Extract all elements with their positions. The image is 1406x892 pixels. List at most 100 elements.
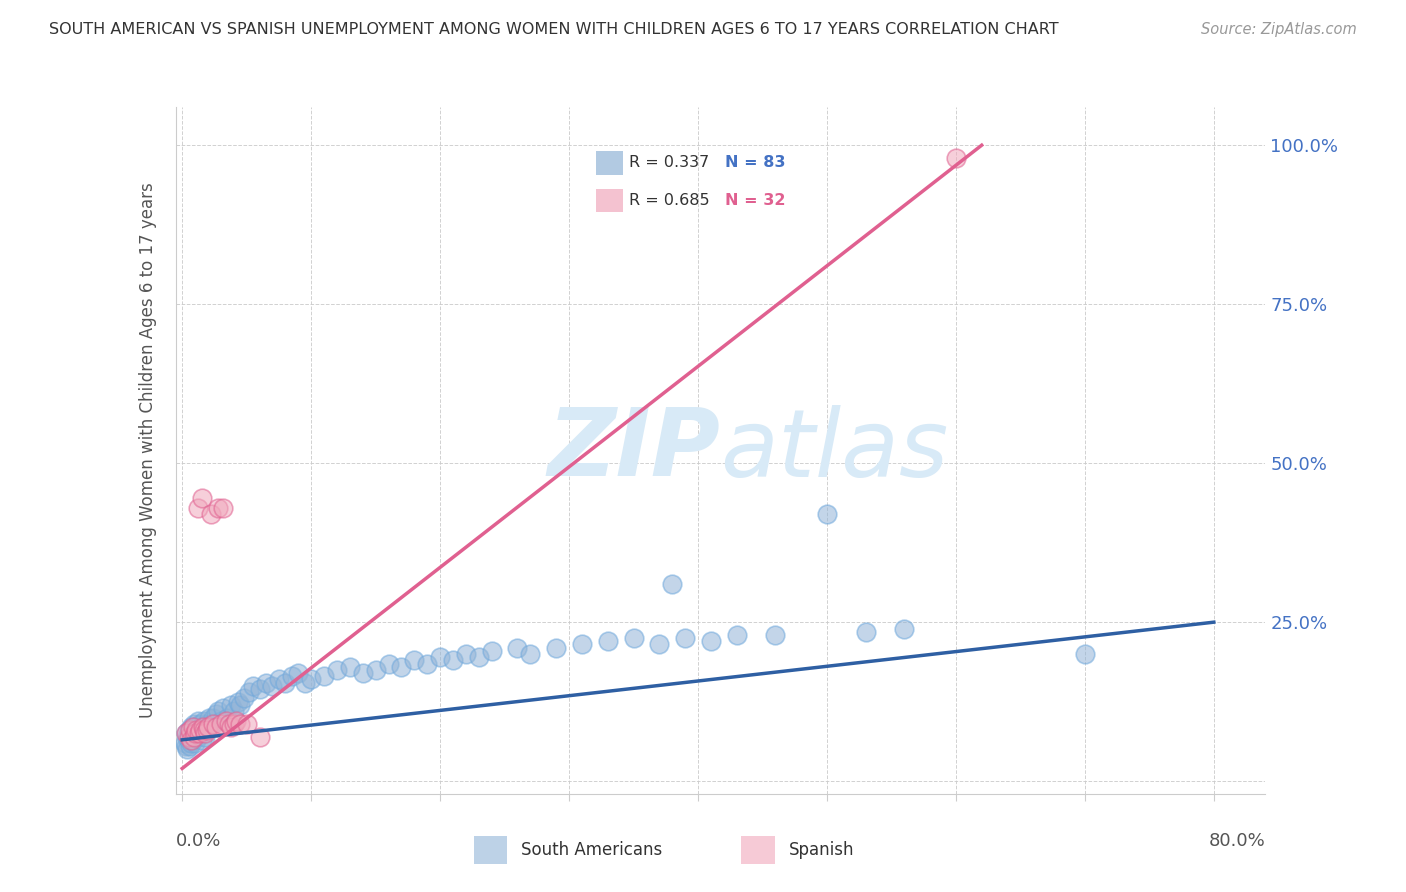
- Point: [190, 732, 212, 747]
- Point: [468, 650, 491, 665]
- Point: [181, 720, 204, 734]
- Point: [184, 726, 207, 740]
- Point: [190, 491, 212, 505]
- Point: [187, 730, 209, 744]
- Y-axis label: Unemployment Among Women with Children Ages 6 to 17 years: Unemployment Among Women with Children A…: [139, 183, 157, 718]
- Point: [202, 710, 225, 724]
- Text: Spanish: Spanish: [789, 840, 855, 859]
- Point: [391, 659, 413, 673]
- Point: [219, 698, 242, 712]
- Text: SOUTH AMERICAN VS SPANISH UNEMPLOYMENT AMONG WOMEN WITH CHILDREN AGES 6 TO 17 YE: SOUTH AMERICAN VS SPANISH UNEMPLOYMENT A…: [49, 22, 1059, 37]
- Point: [188, 726, 211, 740]
- Point: [184, 720, 207, 734]
- Point: [181, 723, 204, 738]
- Point: [219, 720, 242, 734]
- Point: [725, 628, 748, 642]
- Point: [249, 681, 271, 696]
- Point: [194, 730, 217, 744]
- Point: [209, 717, 232, 731]
- Point: [294, 675, 316, 690]
- Point: [855, 624, 877, 639]
- Point: [180, 736, 202, 750]
- Point: [215, 714, 238, 728]
- Point: [188, 723, 211, 738]
- Point: [180, 732, 202, 747]
- Point: [233, 691, 256, 706]
- Point: [200, 717, 222, 731]
- Point: [204, 707, 226, 722]
- Point: [212, 701, 235, 715]
- Point: [176, 730, 198, 744]
- Point: [183, 730, 205, 744]
- Text: R = 0.685: R = 0.685: [628, 194, 710, 208]
- Point: [197, 720, 219, 734]
- Bar: [474, 836, 508, 863]
- Point: [596, 634, 619, 648]
- Point: [287, 666, 309, 681]
- Point: [416, 657, 439, 671]
- Text: 0.0%: 0.0%: [176, 831, 221, 850]
- Point: [225, 714, 247, 728]
- Point: [481, 644, 503, 658]
- Point: [207, 704, 229, 718]
- Point: [183, 730, 205, 744]
- Point: [186, 723, 208, 738]
- Text: atlas: atlas: [721, 405, 949, 496]
- Point: [176, 742, 198, 756]
- Point: [546, 640, 568, 655]
- Point: [571, 637, 593, 651]
- Text: Source: ZipAtlas.com: Source: ZipAtlas.com: [1201, 22, 1357, 37]
- Point: [226, 695, 249, 709]
- Point: [202, 717, 225, 731]
- Point: [193, 714, 215, 728]
- Point: [352, 666, 374, 681]
- Point: [661, 577, 683, 591]
- Point: [217, 710, 239, 724]
- Point: [179, 723, 201, 738]
- Point: [191, 723, 214, 738]
- Point: [623, 631, 645, 645]
- Point: [204, 720, 226, 734]
- Text: N = 32: N = 32: [725, 194, 786, 208]
- Bar: [596, 189, 623, 212]
- Point: [648, 637, 671, 651]
- Point: [222, 704, 245, 718]
- Point: [700, 634, 723, 648]
- Point: [190, 720, 212, 734]
- Point: [207, 500, 229, 515]
- Point: [173, 736, 195, 750]
- Point: [673, 631, 696, 645]
- Point: [235, 717, 257, 731]
- Point: [242, 679, 264, 693]
- Point: [177, 723, 200, 738]
- Point: [198, 710, 221, 724]
- Point: [209, 714, 232, 728]
- Bar: [741, 836, 775, 863]
- Point: [326, 663, 349, 677]
- Text: R = 0.337: R = 0.337: [628, 155, 709, 170]
- Point: [506, 640, 529, 655]
- Point: [945, 151, 967, 165]
- Point: [1074, 647, 1097, 661]
- Point: [193, 723, 215, 738]
- Point: [197, 720, 219, 734]
- Point: [339, 659, 361, 673]
- Point: [187, 500, 209, 515]
- Point: [441, 653, 464, 667]
- Point: [195, 723, 218, 738]
- Point: [174, 726, 197, 740]
- Point: [254, 675, 277, 690]
- Point: [249, 730, 271, 744]
- Point: [364, 663, 387, 677]
- Point: [312, 669, 335, 683]
- Text: 80.0%: 80.0%: [1209, 831, 1265, 850]
- Point: [429, 650, 451, 665]
- Point: [179, 739, 201, 754]
- Point: [218, 717, 240, 731]
- Point: [184, 736, 207, 750]
- Point: [177, 732, 200, 747]
- Point: [519, 647, 541, 661]
- Point: [262, 679, 284, 693]
- Point: [187, 714, 209, 728]
- Point: [174, 726, 197, 740]
